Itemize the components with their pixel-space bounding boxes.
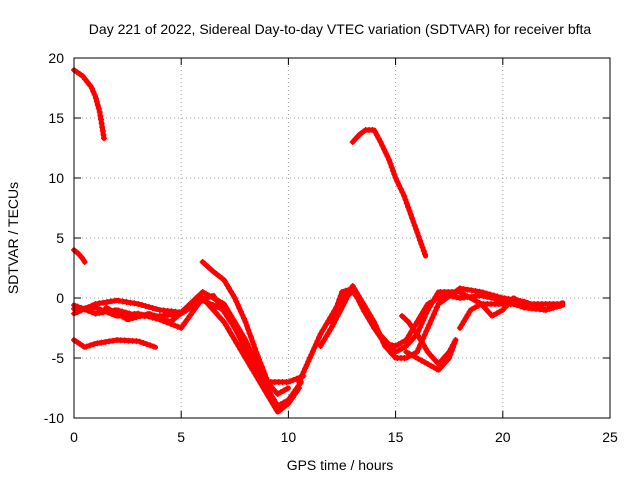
y-tick-label: 5 — [56, 230, 64, 246]
series-arc-b — [71, 247, 88, 265]
y-tick-labels: -10 -5 0 5 10 15 20 — [44, 50, 64, 426]
x-tick-labels: 0 5 10 15 20 25 — [70, 429, 618, 445]
x-tick-label: 25 — [602, 429, 618, 445]
x-tick-label: 15 — [388, 429, 404, 445]
plus-markers — [328, 285, 565, 349]
series-arc-h — [199, 259, 270, 383]
series-arc-a — [71, 67, 107, 142]
y-tick-label: 0 — [56, 290, 64, 306]
x-tick-label: 5 — [177, 429, 185, 445]
y-tick-label: -10 — [44, 410, 64, 426]
series-band — [71, 67, 107, 141]
y-tick-label: -5 — [52, 350, 65, 366]
y-tick-label: 15 — [48, 110, 64, 126]
series-arc-l — [349, 127, 429, 259]
series-arc-c — [71, 337, 158, 350]
x-tick-label: 0 — [70, 429, 78, 445]
plus-markers — [349, 127, 428, 258]
plus-markers — [403, 337, 459, 373]
series-arc-o — [456, 295, 528, 331]
data-series — [71, 67, 566, 415]
chart-title: Day 221 of 2022, Sidereal Day-to-day VTE… — [89, 21, 592, 37]
plus-markers — [103, 293, 290, 397]
series-arc-g — [103, 293, 291, 397]
y-tick-label: 10 — [48, 170, 64, 186]
plus-markers — [456, 295, 528, 331]
y-tick-label: 20 — [48, 50, 64, 66]
series-arc-n — [403, 337, 459, 373]
plot-frame — [73, 57, 611, 419]
plus-markers — [199, 259, 270, 381]
x-tick-label: 20 — [495, 429, 511, 445]
grid-lines — [74, 58, 610, 418]
series-arc-m — [399, 313, 459, 367]
x-tick-label: 10 — [281, 429, 297, 445]
series-arc-f — [71, 295, 303, 415]
x-axis-label: GPS time / hours — [287, 457, 394, 473]
series-arc-k — [328, 285, 566, 349]
series-band — [350, 127, 429, 259]
y-axis-label: SDTVAR / TECUs — [5, 182, 21, 294]
